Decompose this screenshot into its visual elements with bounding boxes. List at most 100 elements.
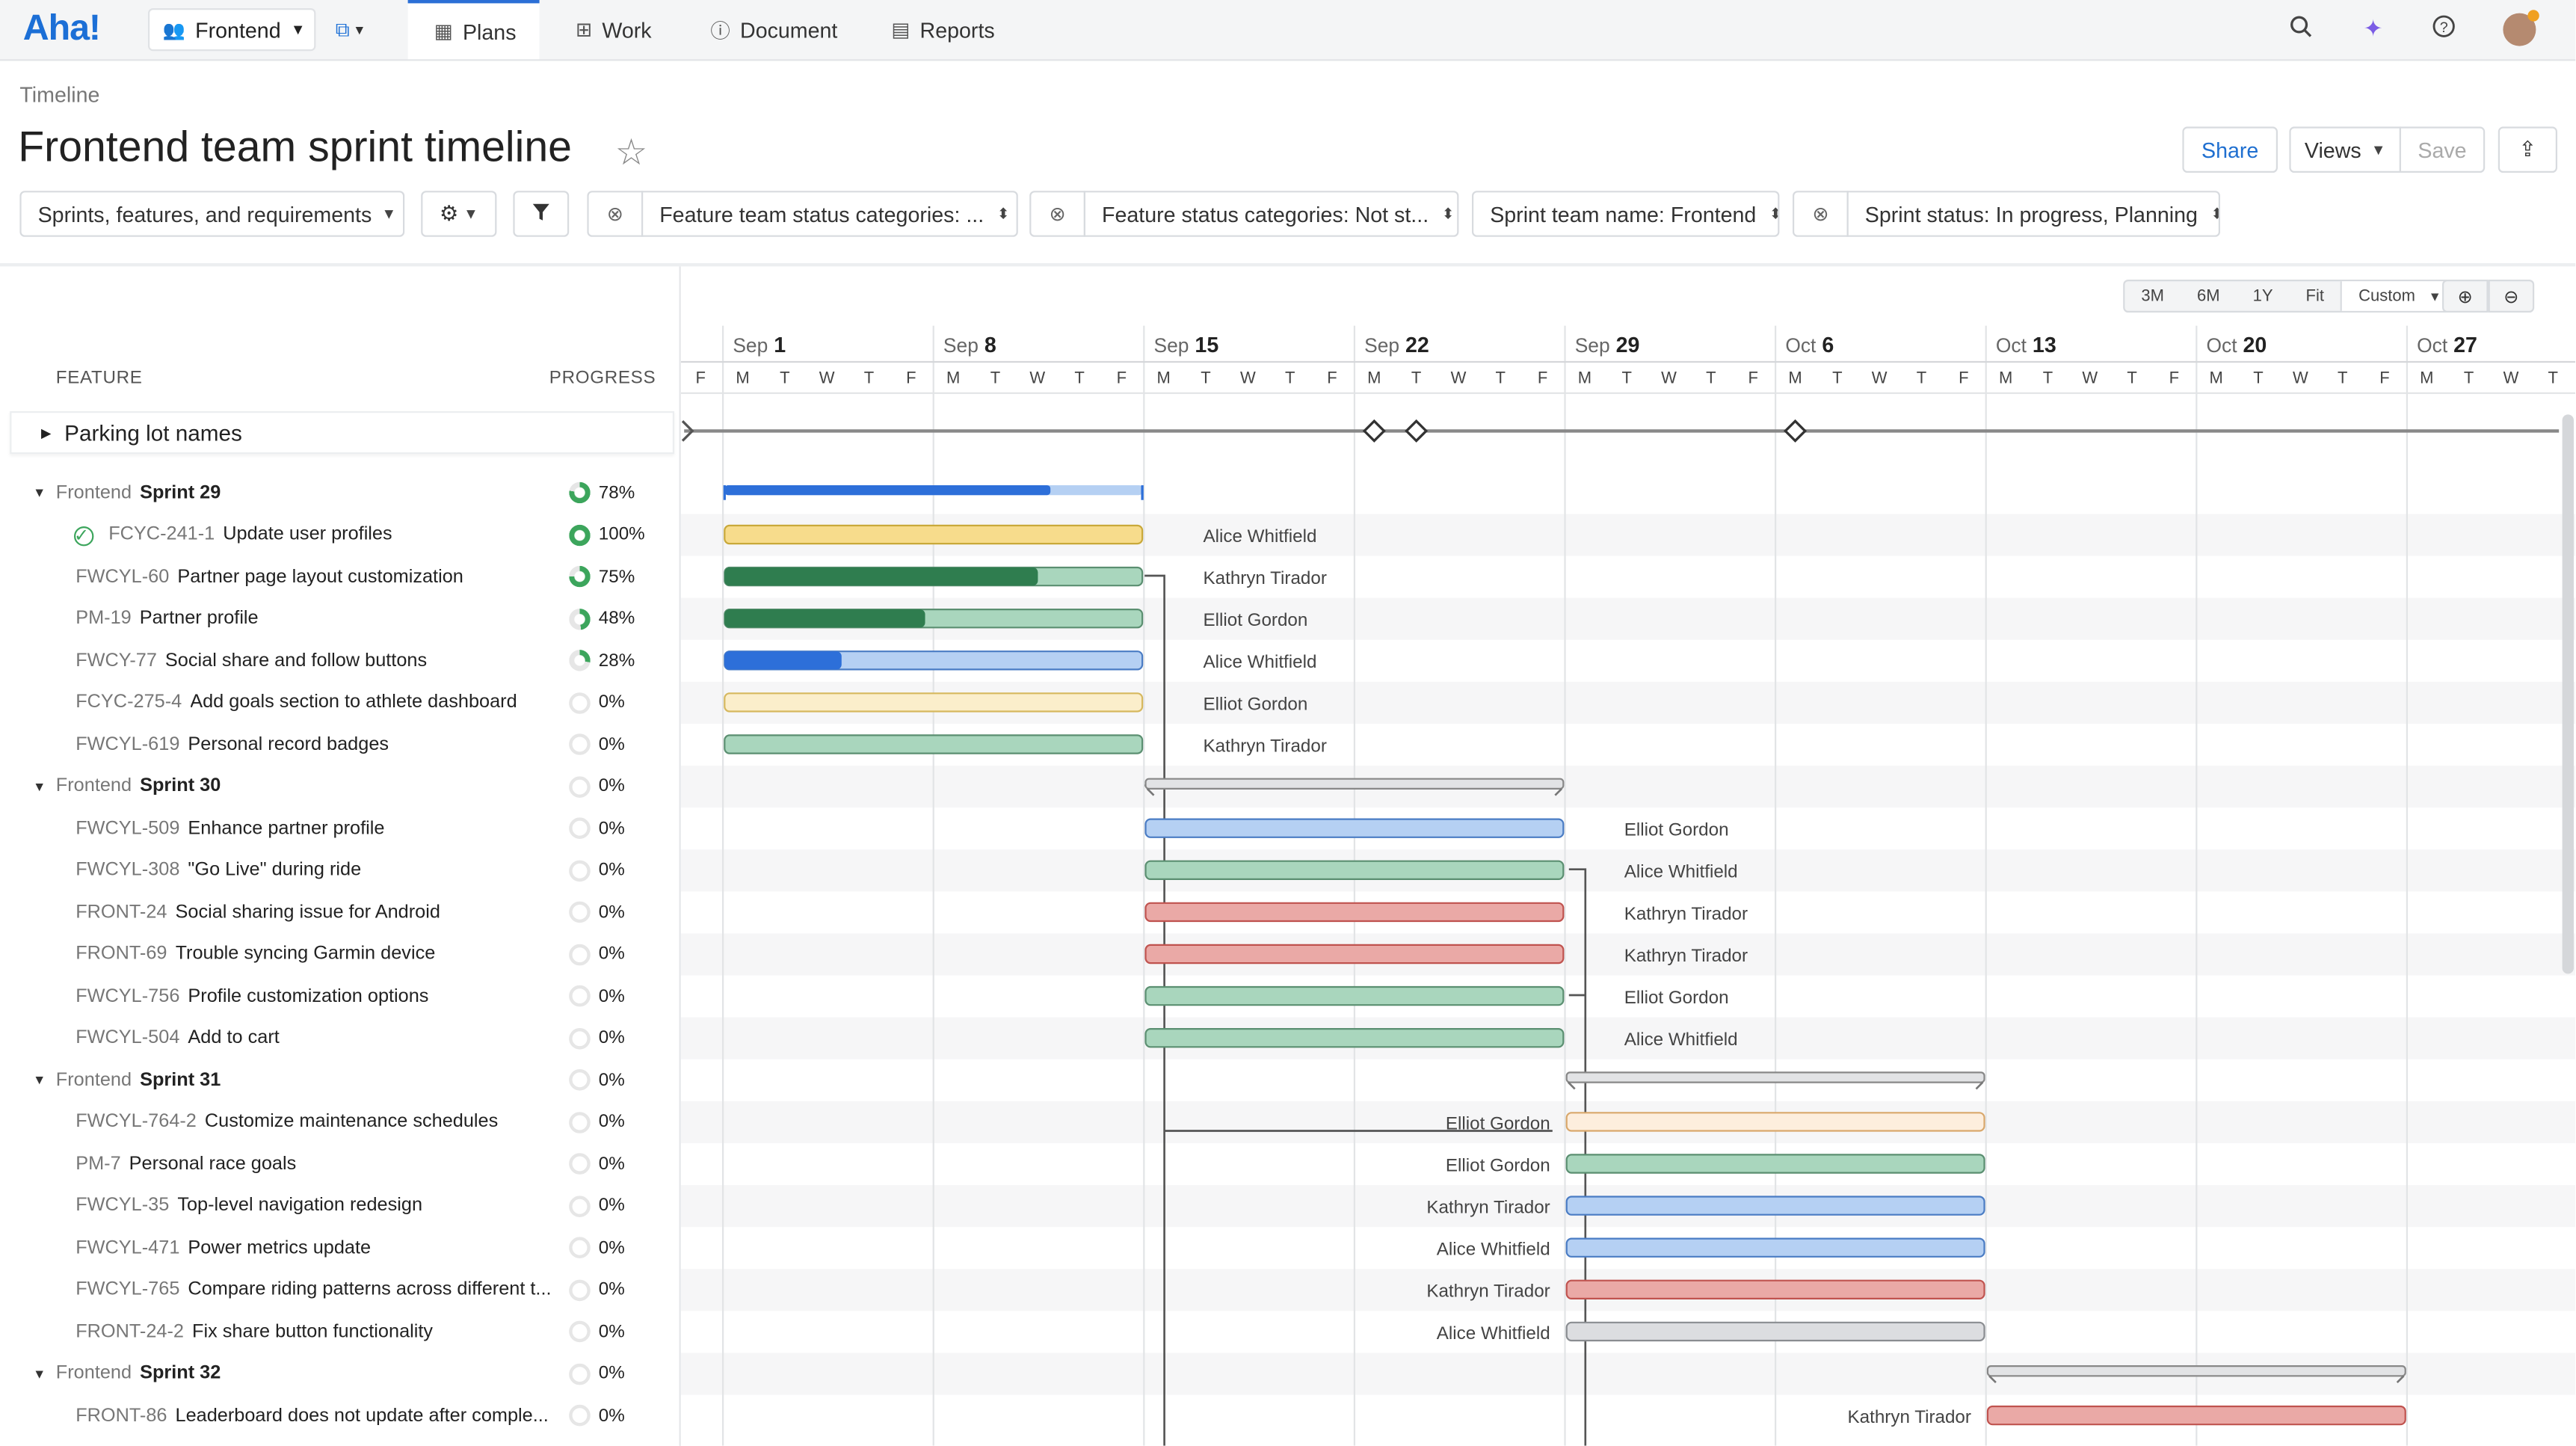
export-button[interactable]: ⇪: [2498, 126, 2557, 173]
feature-key[interactable]: FWCYL-504: [76, 1028, 180, 1048]
feature-bar[interactable]: [1144, 860, 1565, 881]
sprint-bar[interactable]: [1144, 778, 1565, 790]
sprint-bar[interactable]: [1986, 1365, 2406, 1377]
feature-key[interactable]: FRONT-86: [76, 1405, 167, 1426]
zoom-out-button[interactable]: ⊖: [2488, 280, 2535, 313]
breadcrumb[interactable]: Timeline: [19, 82, 100, 107]
feature-row[interactable]: PM-7 Personal race goals 0%: [0, 1143, 680, 1184]
vertical-scrollbar[interactable]: [2562, 414, 2574, 974]
feature-row[interactable]: FWCYL-764-2 Customize maintenance schedul…: [0, 1101, 680, 1142]
feature-bar[interactable]: [724, 692, 1144, 713]
workspace-selector[interactable]: 👥 Frontend ▼: [148, 8, 316, 52]
feature-key[interactable]: FRONT-24-2: [76, 1321, 185, 1342]
caret-down-icon[interactable]: ▼: [33, 1072, 46, 1088]
star-icon[interactable]: ☆: [614, 132, 648, 173]
milestone-diamond[interactable]: [1783, 419, 1808, 443]
feature-bar[interactable]: [1144, 944, 1565, 964]
feature-row[interactable]: FWCYL-756 Profile customization options 0%: [0, 976, 680, 1017]
feature-bar[interactable]: [1565, 1279, 1985, 1300]
zoom-fit-button[interactable]: Fit: [2305, 286, 2324, 306]
filter-button[interactable]: [513, 191, 570, 237]
sprint-bar[interactable]: [1565, 1071, 1985, 1083]
feature-key[interactable]: PM-19: [76, 609, 132, 629]
feature-bar[interactable]: [1144, 818, 1565, 838]
zoom-in-button[interactable]: ⊕: [2442, 280, 2489, 313]
views-button[interactable]: Views ▼: [2289, 126, 2401, 173]
feature-bar[interactable]: [1565, 1321, 1985, 1342]
feature-key[interactable]: FRONT-24: [76, 902, 167, 923]
zoom-1y-button[interactable]: 1Y: [2252, 286, 2273, 306]
feature-key[interactable]: FWCYL-60: [76, 566, 170, 587]
feature-bar[interactable]: [1144, 1028, 1565, 1048]
feature-row[interactable]: ✓ FCYC-241-1 Update user profiles 100%: [0, 514, 680, 556]
feature-key[interactable]: FWCYL-619: [76, 734, 180, 754]
save-button[interactable]: Save: [2399, 126, 2486, 173]
column-header-progress[interactable]: PROGRESS: [549, 368, 656, 389]
feature-row[interactable]: FWCYL-471 Power metrics update 0%: [0, 1227, 680, 1268]
zoom-3m-button[interactable]: 3M: [2141, 286, 2164, 306]
zoom-6m-button[interactable]: 6M: [2196, 286, 2220, 306]
feature-row[interactable]: FWCYL-504 Add to cart 0%: [0, 1018, 680, 1059]
feature-row[interactable]: PM-19 Partner profile 48%: [0, 598, 680, 639]
feature-row[interactable]: FWCYL-509 Enhance partner profile 0%: [0, 807, 680, 849]
feature-key[interactable]: FWCYL-765: [76, 1279, 180, 1299]
milestone-diamond[interactable]: [1405, 419, 1429, 443]
filter-sprint-status[interactable]: Sprint status: In progress, Planning ⬍: [1846, 191, 2220, 237]
feature-bar[interactable]: [1565, 1196, 1985, 1216]
sprint-row[interactable]: ▼ Frontend Sprint 32 0%: [0, 1353, 680, 1394]
feature-row[interactable]: FRONT-24-2 Fix share button functionality…: [0, 1311, 680, 1352]
feature-bar[interactable]: [724, 524, 1144, 545]
tab-document[interactable]: ⓘ Document: [684, 0, 855, 59]
feature-bar[interactable]: [1565, 1112, 1985, 1132]
caret-down-icon[interactable]: ▼: [33, 1366, 46, 1381]
share-button[interactable]: Share: [2182, 126, 2278, 173]
zoom-custom-select[interactable]: Custom ▼: [2340, 281, 2458, 311]
feature-key[interactable]: PM-7: [76, 1154, 121, 1174]
feature-bar[interactable]: [724, 734, 1144, 754]
feature-row[interactable]: FWCYL-765 Compare riding patterns across …: [0, 1269, 680, 1310]
feature-key[interactable]: FWCYL-471: [76, 1237, 180, 1258]
view-type-select[interactable]: Sprints, features, and requirements ▼: [19, 191, 405, 237]
filter-feature-team-status[interactable]: Feature team status categories: ... ⬍: [641, 191, 1018, 237]
feature-bar[interactable]: [1565, 1154, 1985, 1174]
parking-lot-row[interactable]: ▶ Parking lot names: [10, 411, 674, 455]
column-header-feature[interactable]: FEATURE: [55, 368, 143, 389]
search-icon[interactable]: [2286, 15, 2316, 45]
feature-row[interactable]: FRONT-69 Trouble syncing Garmin device 0%: [0, 934, 680, 975]
feature-bar[interactable]: [1986, 1405, 2406, 1426]
feature-row[interactable]: FWCYL-308 "Go Live" during ride 0%: [0, 849, 680, 890]
feature-key[interactable]: FWCYL-308: [76, 860, 180, 880]
help-icon[interactable]: ?: [2429, 15, 2459, 45]
milestone-diamond[interactable]: [1362, 419, 1386, 443]
caret-down-icon[interactable]: ▼: [33, 778, 46, 794]
feature-key[interactable]: FWCYL-35: [76, 1196, 170, 1216]
filter-sprint-team[interactable]: Sprint team name: Frontend ⬍: [1472, 191, 1780, 237]
feature-bar[interactable]: [1144, 902, 1565, 923]
feature-key[interactable]: FWCYL-509: [76, 818, 180, 838]
caret-down-icon[interactable]: ▼: [33, 485, 46, 500]
tab-work[interactable]: ⊞ Work: [549, 0, 678, 59]
feature-bar[interactable]: [1565, 1237, 1985, 1258]
remove-filter-icon[interactable]: ⊗: [1793, 191, 1849, 237]
feature-row[interactable]: FRONT-24 Social sharing issue for Android…: [0, 891, 680, 932]
remove-filter-icon[interactable]: ⊗: [587, 191, 644, 237]
feature-row[interactable]: FCYC-275-4 Add goals section to athlete d…: [0, 682, 680, 723]
ai-sparkle-icon[interactable]: ✦: [2363, 14, 2383, 41]
feature-row[interactable]: FWCYL-619 Personal record badges 0%: [0, 724, 680, 765]
feature-key[interactable]: FWCYL-756: [76, 985, 180, 1006]
feature-key[interactable]: FWCY-77: [76, 650, 157, 671]
sprint-row[interactable]: ▼ Frontend Sprint 31 0%: [0, 1059, 680, 1101]
feature-row[interactable]: FRONT-86 Leaderboard does not update afte…: [0, 1395, 680, 1436]
aha-logo[interactable]: Aha!: [22, 6, 101, 48]
feature-row[interactable]: FWCYL-35 Top-level navigation redesign 0%: [0, 1185, 680, 1226]
feature-row[interactable]: FWCYL-60 Partner page layout customizatio…: [0, 556, 680, 597]
feature-bar[interactable]: [1144, 985, 1565, 1006]
feature-key[interactable]: FRONT-69: [76, 944, 167, 964]
feature-key[interactable]: FWCYL-764-2: [76, 1112, 197, 1132]
avatar[interactable]: [2503, 10, 2539, 46]
sprint-row[interactable]: ▼ Frontend Sprint 29 78%: [0, 472, 680, 513]
tab-plans[interactable]: ▦ Plans: [407, 0, 540, 60]
sprint-row[interactable]: ▼ Frontend Sprint 30 0%: [0, 766, 680, 807]
tab-reports[interactable]: ▤ Reports: [865, 0, 1016, 59]
feature-key[interactable]: FCYC-275-4: [76, 692, 182, 713]
